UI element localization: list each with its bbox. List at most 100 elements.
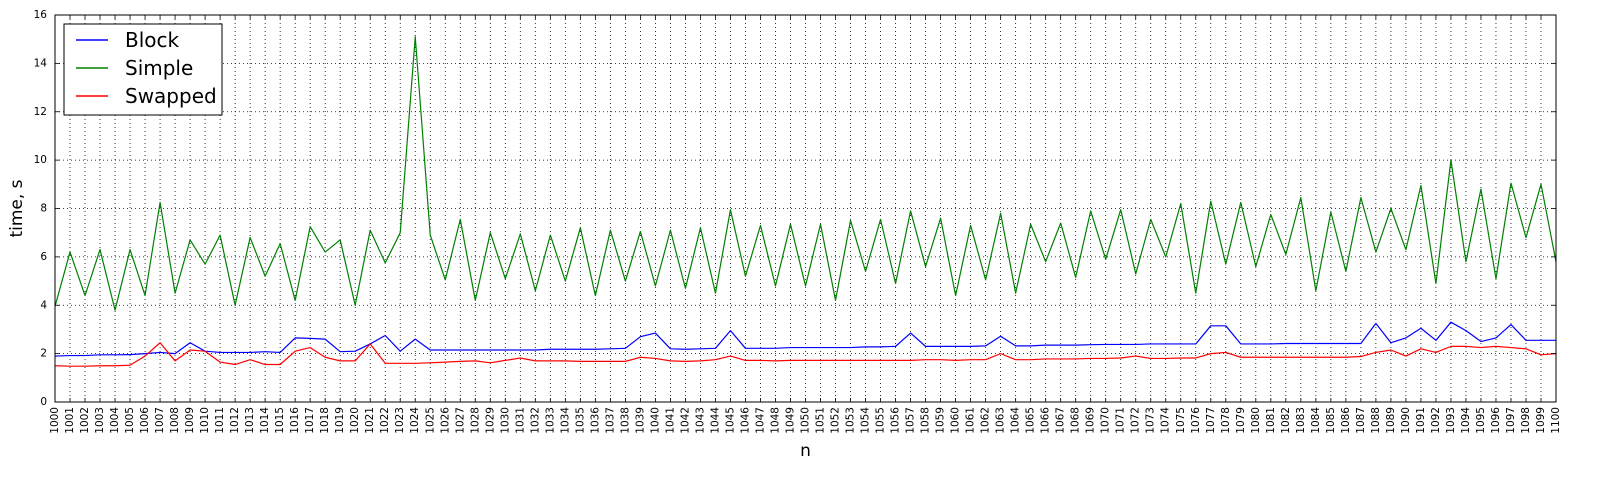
x-tick-label: 1071: [1115, 407, 1127, 434]
x-tick-label: 1036: [589, 407, 601, 434]
x-tick-label: 1065: [1025, 407, 1037, 434]
x-tick-label: 1052: [830, 407, 842, 434]
x-tick-label: 1072: [1130, 407, 1142, 434]
x-tick-label: 1005: [124, 407, 136, 434]
x-tick-label: 1081: [1265, 407, 1277, 434]
x-tick-label: 1038: [619, 407, 631, 434]
x-tick-label: 1051: [815, 407, 827, 434]
x-tick-label: 1034: [559, 407, 571, 434]
x-tick-label: 1000: [49, 407, 61, 434]
x-tick-label: 1002: [79, 407, 91, 434]
x-tick-label: 1012: [229, 407, 241, 434]
x-tick-label: 1086: [1340, 407, 1352, 434]
x-tick-label: 1059: [935, 407, 947, 434]
x-tick-label: 1060: [950, 407, 962, 434]
x-tick-label: 1020: [349, 407, 361, 434]
x-tick-labels: 1000 1001 1002 1003 1004 1005 1006 1007 1008 1009…: [49, 407, 1562, 434]
x-tick-label: 1047: [754, 407, 766, 434]
x-tick-label: 1087: [1355, 407, 1367, 434]
x-tick-label: 1075: [1175, 407, 1187, 434]
x-tick-label: 1066: [1040, 407, 1052, 434]
y-tick-label: 10: [34, 154, 47, 166]
x-tick-label: 1026: [439, 407, 451, 434]
x-tick-label: 1006: [139, 407, 151, 434]
x-tick-label: 1085: [1325, 407, 1337, 434]
x-tick-label: 1028: [469, 407, 481, 434]
x-tick-label: 1099: [1535, 407, 1547, 434]
x-tick-label: 1032: [529, 407, 541, 434]
x-tick-label: 1033: [544, 407, 556, 434]
legend-label-swapped: Swapped: [125, 84, 217, 108]
x-tick-label: 1061: [965, 407, 977, 434]
x-tick-label: 1040: [649, 407, 661, 434]
x-tick-label: 1056: [890, 407, 902, 434]
x-tick-label: 1007: [154, 407, 166, 434]
x-tick-label: 1069: [1085, 407, 1097, 434]
x-tick-label: 1096: [1490, 407, 1502, 434]
x-tick-label: 1053: [845, 407, 857, 434]
x-tick-label: 1091: [1415, 407, 1427, 434]
x-tick-label: 1067: [1055, 407, 1067, 434]
y-tick-labels: 0 2 4 6 8 10 12 14 16: [34, 9, 48, 408]
y-tick-label: 14: [34, 57, 48, 69]
x-tick-label: 1044: [709, 407, 721, 434]
x-tick-label: 1024: [409, 407, 421, 434]
x-tick-label: 1010: [199, 407, 211, 434]
y-tick-label: 0: [40, 396, 47, 408]
x-tick-label: 1073: [1145, 407, 1157, 434]
x-tick-label: 1014: [259, 407, 271, 434]
x-tick-label: 1080: [1250, 407, 1262, 434]
x-tick-label: 1062: [980, 407, 992, 434]
axis-ticks: [54, 14, 1557, 403]
x-tick-label: 1023: [394, 407, 406, 434]
y-tick-label: 2: [40, 348, 47, 360]
x-tick-label: 1009: [184, 407, 196, 434]
legend: Block Simple Swapped: [63, 23, 223, 116]
x-tick-label: 1037: [604, 407, 616, 434]
legend-label-block: Block: [125, 28, 180, 52]
x-tick-label: 1042: [679, 407, 691, 434]
legend-box: [63, 23, 223, 116]
x-tick-label: 1025: [424, 407, 436, 434]
x-tick-label: 1022: [379, 407, 391, 434]
x-tick-label: 1048: [769, 407, 781, 434]
x-tick-label: 1055: [875, 407, 887, 434]
x-tick-label: 1041: [664, 407, 676, 434]
x-tick-label: 1100: [1550, 407, 1562, 434]
series-lines: [54, 36, 1557, 367]
x-tick-label: 1070: [1100, 407, 1112, 434]
x-tick-label: 1097: [1505, 407, 1517, 434]
x-tick-label: 1016: [289, 407, 301, 434]
x-tick-label: 1079: [1235, 407, 1247, 434]
y-axis-label: time, s: [7, 179, 27, 237]
legend-label-simple: Simple: [125, 56, 193, 80]
x-tick-label: 1027: [454, 407, 466, 434]
x-tick-label: 1077: [1205, 407, 1217, 434]
x-tick-label: 1098: [1520, 407, 1532, 434]
x-tick-label: 1089: [1385, 407, 1397, 434]
x-tick-label: 1083: [1295, 407, 1307, 434]
x-tick-label: 1039: [634, 407, 646, 434]
x-tick-label: 1076: [1190, 407, 1202, 434]
x-tick-label: 1082: [1280, 407, 1292, 434]
x-tick-label: 1043: [694, 407, 706, 434]
x-tick-label: 1078: [1220, 407, 1232, 434]
x-tick-label: 1090: [1400, 407, 1412, 434]
x-tick-label: 1068: [1070, 407, 1082, 434]
x-tick-label: 1088: [1370, 407, 1382, 434]
x-tick-label: 1045: [724, 407, 736, 434]
x-tick-label: 1029: [484, 407, 496, 434]
x-tick-label: 1063: [995, 407, 1007, 434]
x-tick-label: 1018: [319, 407, 331, 434]
x-tick-label: 1019: [334, 407, 346, 434]
y-tick-label: 16: [34, 9, 48, 21]
x-tick-label: 1094: [1460, 407, 1472, 434]
x-tick-label: 1013: [244, 407, 256, 434]
x-tick-label: 1058: [920, 407, 932, 434]
x-tick-label: 1074: [1160, 407, 1172, 434]
x-tick-label: 1084: [1310, 407, 1322, 434]
x-tick-label: 1095: [1475, 407, 1487, 434]
series-line-block: [54, 321, 1556, 357]
